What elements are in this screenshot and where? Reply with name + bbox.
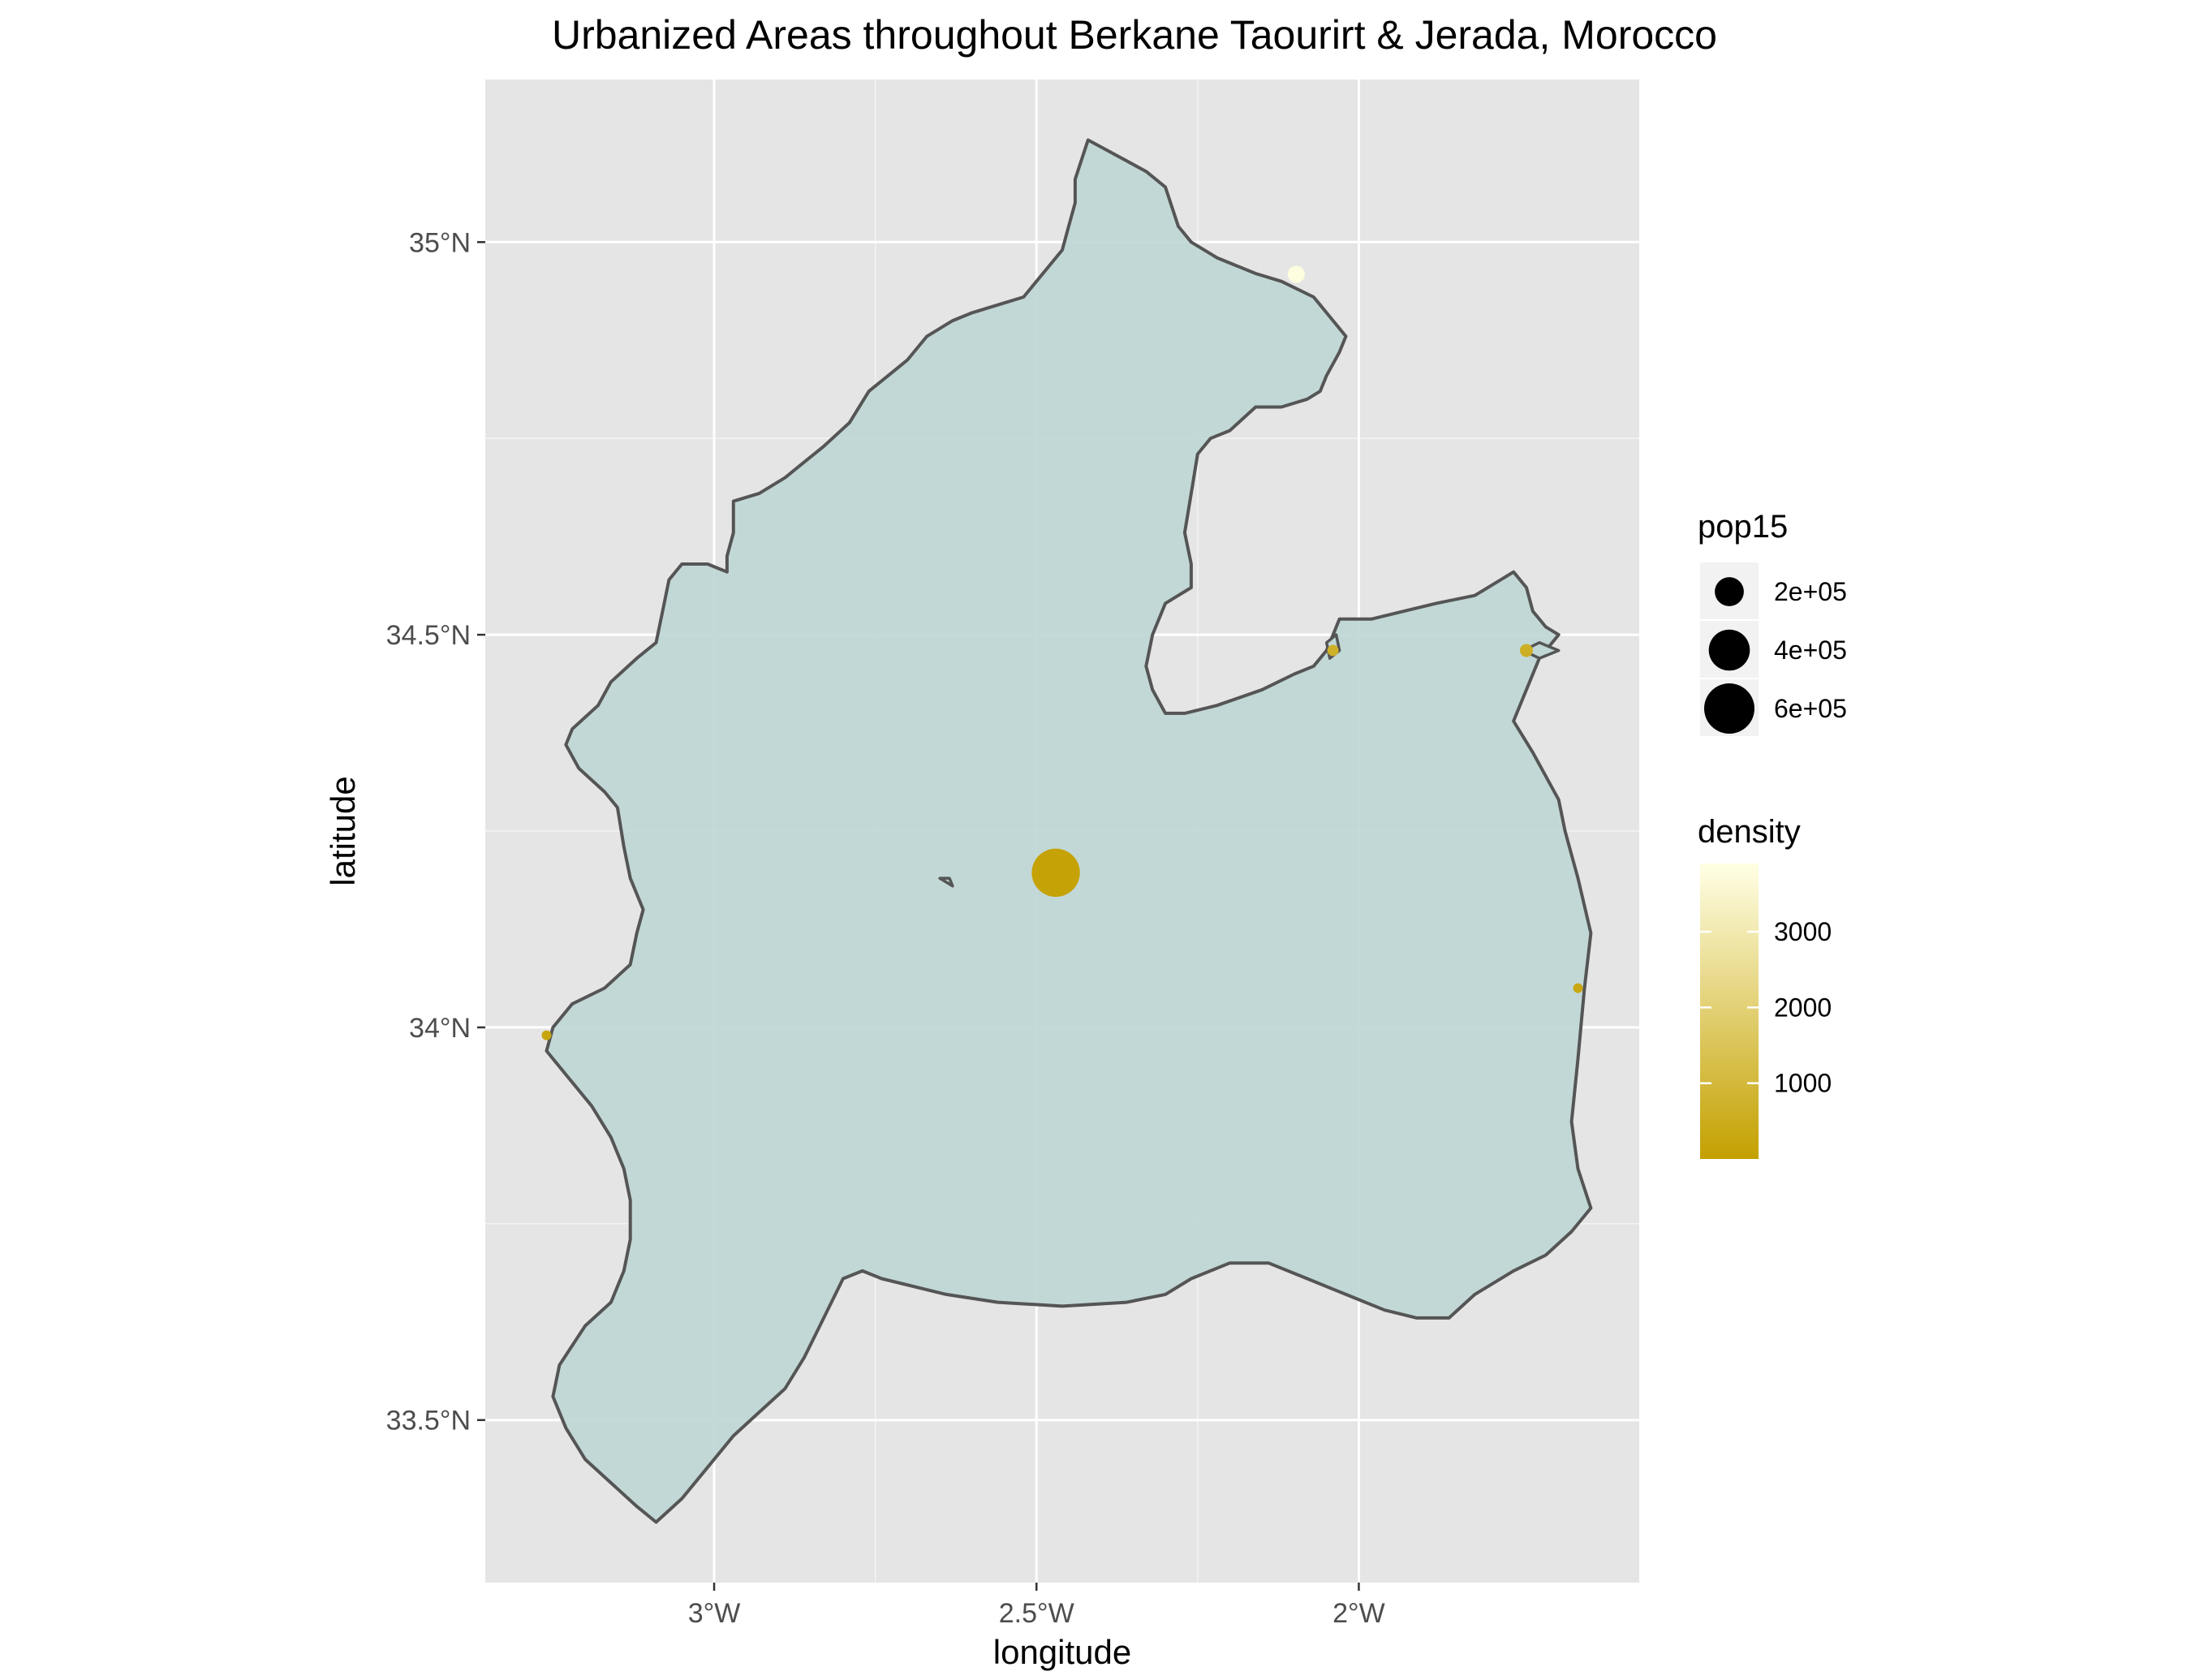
y-tick-label: 33.5°N [386,1406,471,1437]
points-layer [541,265,1583,1040]
region-outline [545,138,1593,1524]
y-tick-label: 35°N [409,227,471,258]
legend-color-title: density [1698,814,1801,850]
data-point [1519,644,1533,657]
y-tick-label: 34.5°N [386,620,471,651]
data-point [1031,848,1080,897]
data-point [1287,265,1305,283]
x-tick-label: 2°W [1332,1598,1385,1629]
chart-title: Urbanized Areas throughout Berkane Taour… [552,12,1717,58]
legend-size: pop15 2e+05 4e+05 6e+05 [1698,509,1847,736]
x-axis: 3°W 2.5°W 2°W [688,1583,1385,1629]
legend-size-key-label: 2e+05 [1774,577,1847,606]
legend-size-key-circle [1715,577,1744,606]
x-tick-label: 2.5°W [999,1598,1074,1629]
legend-color-tick-label: 2000 [1774,993,1832,1022]
legend-size-keys: 2e+05 4e+05 6e+05 [1700,562,1847,736]
legend-size-key-circle [1708,629,1750,671]
y-axis: 33.5°N 34°N 34.5°N 35°N [386,227,485,1437]
legend-colorbar [1700,864,1759,1159]
data-point [541,1030,552,1040]
plot-panel [485,80,1639,1583]
legend-color-ticks: 1000 2000 3000 [1700,917,1832,1098]
data-point [1327,644,1339,657]
legend-size-key-label: 4e+05 [1774,635,1847,665]
x-tick-label: 3°W [688,1598,741,1629]
data-point [1573,983,1583,993]
legend-color-tick-label: 1000 [1774,1069,1832,1098]
y-axis-title: latitude [324,776,362,885]
y-tick-label: 34°N [409,1013,471,1044]
legend-color-tick-label: 3000 [1774,917,1832,946]
region-layer [545,138,1593,1524]
legend-size-title: pop15 [1698,509,1788,545]
legend-size-key-label: 6e+05 [1774,694,1847,723]
x-axis-title: longitude [993,1633,1131,1671]
legend-color: density 1000 2000 3000 [1698,814,1832,1159]
legend-size-key-circle [1704,683,1754,734]
region-small-polygon [1522,641,1561,660]
region-small-polygon [938,877,954,888]
